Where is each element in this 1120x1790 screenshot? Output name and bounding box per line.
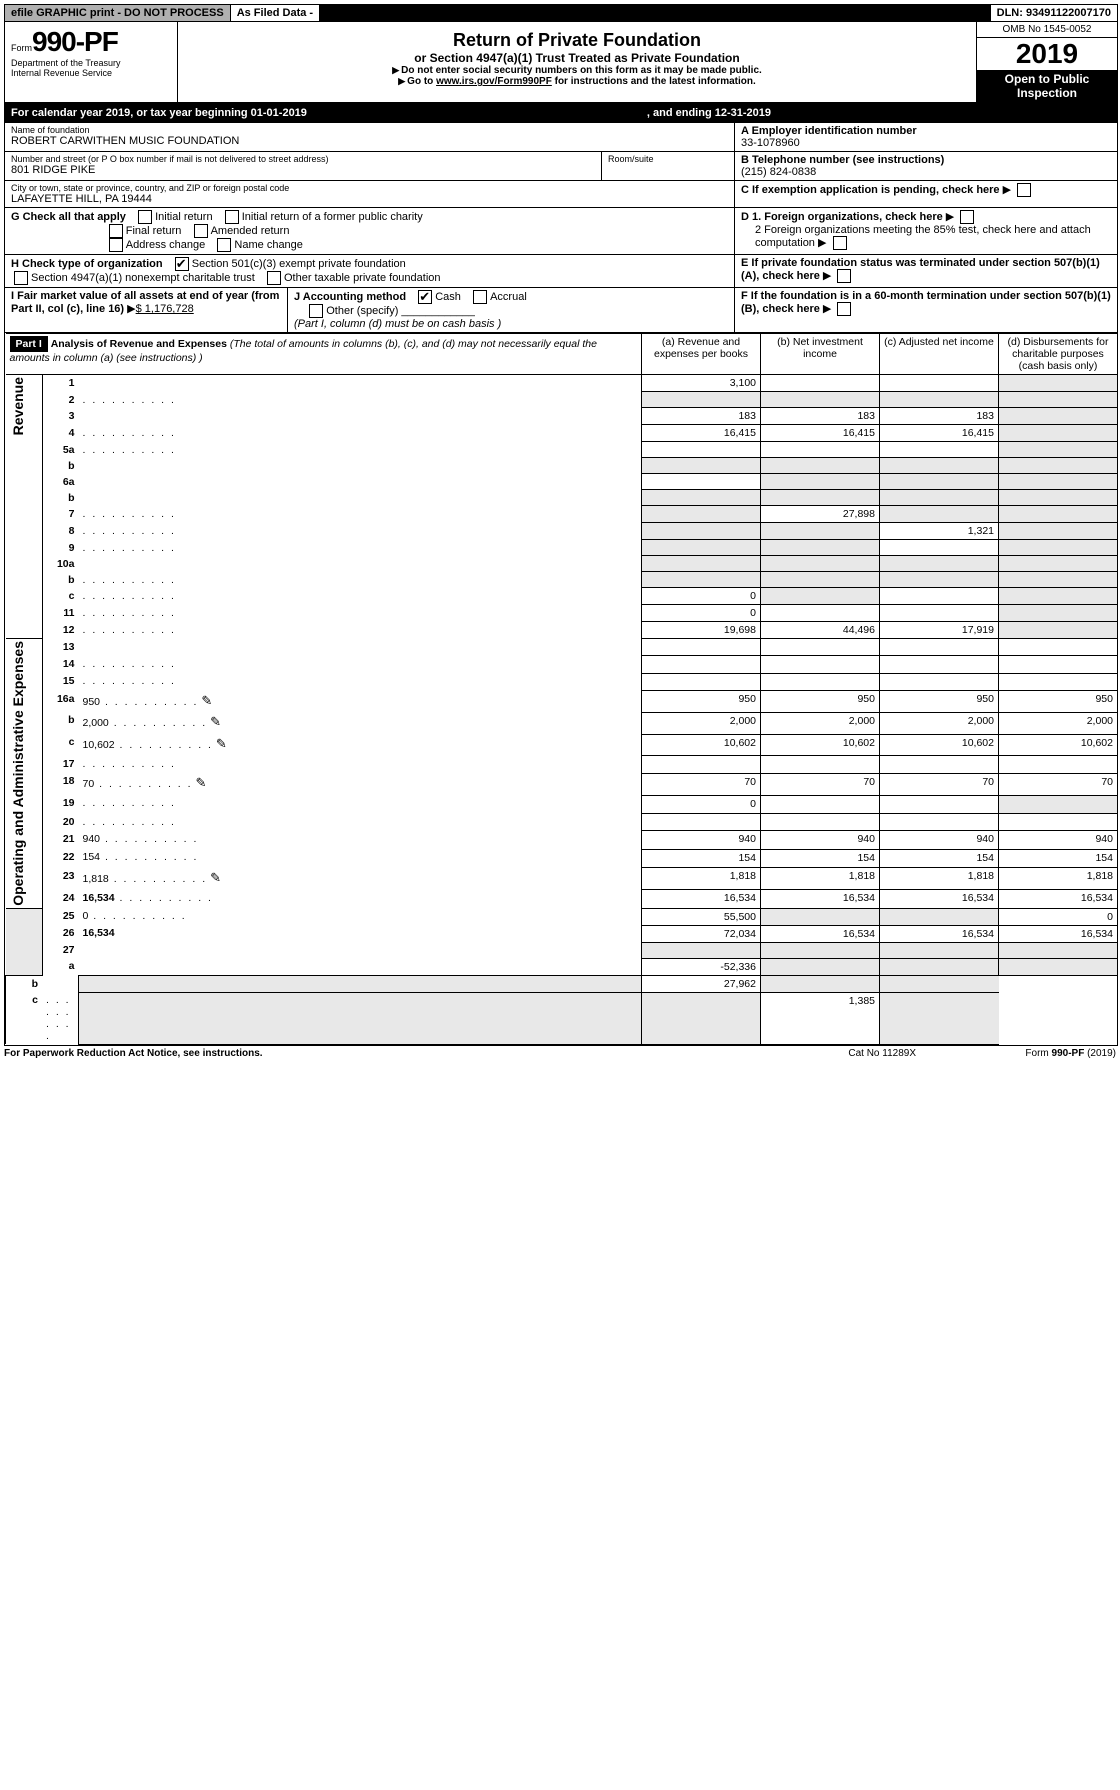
- arrow-icon: [398, 76, 407, 87]
- cal-end: , and ending 12-31-2019: [647, 107, 771, 119]
- g-opt: Address change: [126, 239, 206, 251]
- g-opt: Initial return: [155, 211, 212, 223]
- city-label: City or town, state or province, country…: [11, 183, 728, 193]
- page-footer: For Paperwork Reduction Act Notice, see …: [4, 1046, 1116, 1059]
- arrow-icon: [392, 65, 401, 76]
- ein-value: 33-1078960: [741, 137, 1111, 149]
- ij-f-row: I Fair market value of all assets at end…: [5, 288, 1117, 333]
- col-d-head: (d) Disbursements for charitable purpose…: [999, 334, 1118, 375]
- j-other-checkbox[interactable]: [309, 304, 323, 318]
- col-c-head: (c) Adjusted net income: [880, 334, 999, 375]
- d2-label: 2 Foreign organizations meeting the 85% …: [755, 224, 1091, 249]
- year-cell: OMB No 1545-0052 2019 Open to Public Ins…: [976, 22, 1117, 102]
- irs-link[interactable]: www.irs.gov/Form990PF: [436, 76, 552, 87]
- cat-number: Cat No 11289X: [848, 1048, 916, 1059]
- j-note: (Part I, column (d) must be on cash basi…: [294, 318, 501, 330]
- g-namechange-checkbox[interactable]: [217, 238, 231, 252]
- tax-year: 2019: [977, 38, 1117, 70]
- asfiled-label: As Filed Data -: [231, 5, 320, 21]
- open-public-badge: Open to Public Inspection: [977, 70, 1117, 102]
- g-initial-checkbox[interactable]: [138, 210, 152, 224]
- g-initial-former-checkbox[interactable]: [225, 210, 239, 224]
- form-word: Form: [11, 43, 32, 53]
- title-cell: Return of Private Foundation or Section …: [178, 22, 976, 102]
- j-cash-checkbox[interactable]: [418, 290, 432, 304]
- part1-tag: Part I: [10, 336, 48, 352]
- h-opt: Section 4947(a)(1) nonexempt charitable …: [31, 272, 255, 284]
- h-4947-checkbox[interactable]: [14, 271, 28, 285]
- j-opt: Other (specify): [326, 305, 398, 317]
- efile-notice: efile GRAPHIC print - DO NOT PROCESS: [5, 5, 231, 21]
- foundation-name: ROBERT CARWITHEN MUSIC FOUNDATION: [11, 135, 728, 147]
- h-501c3-checkbox[interactable]: [175, 257, 189, 271]
- g-opt: Name change: [234, 239, 303, 251]
- h-opt: Section 501(c)(3) exempt private foundat…: [192, 258, 406, 270]
- form-subtitle: or Section 4947(a)(1) Trust Treated as P…: [182, 51, 972, 65]
- g-final-checkbox[interactable]: [109, 224, 123, 238]
- form-container: efile GRAPHIC print - DO NOT PROCESS As …: [4, 4, 1118, 1046]
- g-opt: Initial return of a former public charit…: [242, 211, 423, 223]
- form-title: Return of Private Foundation: [182, 30, 972, 51]
- name-label: Name of foundation: [11, 125, 728, 135]
- part1-head: Analysis of Revenue and Expenses: [51, 338, 227, 350]
- c-checkbox[interactable]: [1017, 183, 1031, 197]
- topbar-spacer: [320, 5, 991, 21]
- h-e-row: H Check type of organization Section 501…: [5, 255, 1117, 288]
- ssn-note: Do not enter social security numbers on …: [401, 65, 762, 76]
- form-number: 990-PF: [32, 26, 118, 57]
- omb-number: OMB No 1545-0052: [977, 22, 1117, 38]
- col-b-head: (b) Net investment income: [761, 334, 880, 375]
- ein-label: A Employer identification number: [741, 125, 1111, 137]
- phone-label: B Telephone number (see instructions): [741, 154, 1111, 166]
- addr-phone-row: Number and street (or P O box number if …: [5, 152, 1117, 181]
- city-c-row: City or town, state or province, country…: [5, 181, 1117, 208]
- goto-post: for instructions and the latest informat…: [552, 76, 756, 87]
- e-checkbox[interactable]: [837, 269, 851, 283]
- g-amended-checkbox[interactable]: [194, 224, 208, 238]
- h-label: H Check type of organization: [11, 258, 163, 270]
- header-row: Form990-PF Department of the Treasury In…: [5, 22, 1117, 103]
- f-checkbox[interactable]: [837, 302, 851, 316]
- col-a-head: (a) Revenue and expenses per books: [642, 334, 761, 375]
- c-label: C If exemption application is pending, c…: [741, 184, 1000, 196]
- name-ein-row: Name of foundation ROBERT CARWITHEN MUSI…: [5, 123, 1117, 152]
- j-opt: Accrual: [490, 291, 527, 303]
- f-label: F If the foundation is in a 60-month ter…: [741, 290, 1111, 315]
- city-value: LAFAYETTE HILL, PA 19444: [11, 193, 728, 205]
- dept-treasury: Department of the Treasury: [11, 58, 171, 68]
- j-accrual-checkbox[interactable]: [473, 290, 487, 304]
- h-other-checkbox[interactable]: [267, 271, 281, 285]
- top-bar: efile GRAPHIC print - DO NOT PROCESS As …: [5, 5, 1117, 22]
- addr-label: Number and street (or P O box number if …: [11, 154, 595, 164]
- cal-begin: For calendar year 2019, or tax year begi…: [11, 107, 307, 119]
- goto-pre: Go to: [407, 76, 436, 87]
- fmv-value: $ 1,176,728: [136, 303, 194, 315]
- calendar-bar: For calendar year 2019, or tax year begi…: [5, 103, 1117, 123]
- g-addrchange-checkbox[interactable]: [109, 238, 123, 252]
- g-opt: Amended return: [211, 225, 290, 237]
- g-label: G Check all that apply: [11, 211, 126, 223]
- form-id-cell: Form990-PF Department of the Treasury In…: [5, 22, 178, 102]
- d2-checkbox[interactable]: [833, 236, 847, 250]
- j-label: J Accounting method: [294, 291, 406, 303]
- d1-checkbox[interactable]: [960, 210, 974, 224]
- h-opt: Other taxable private foundation: [284, 272, 441, 284]
- irs-label: Internal Revenue Service: [11, 68, 171, 78]
- e-label: E If private foundation status was termi…: [741, 257, 1100, 282]
- street-address: 801 RIDGE PIKE: [11, 164, 595, 176]
- dln-number: DLN: 93491122007170: [991, 5, 1117, 21]
- g-d-row: G Check all that apply Initial return In…: [5, 208, 1117, 255]
- d1-label: D 1. Foreign organizations, check here: [741, 211, 943, 223]
- g-opt: Final return: [126, 225, 182, 237]
- part1-table: Part I Analysis of Revenue and Expenses …: [5, 333, 1117, 1045]
- room-label: Room/suite: [608, 154, 728, 164]
- phone-value: (215) 824-0838: [741, 166, 1111, 178]
- paperwork-notice: For Paperwork Reduction Act Notice, see …: [4, 1048, 848, 1059]
- j-opt: Cash: [435, 291, 461, 303]
